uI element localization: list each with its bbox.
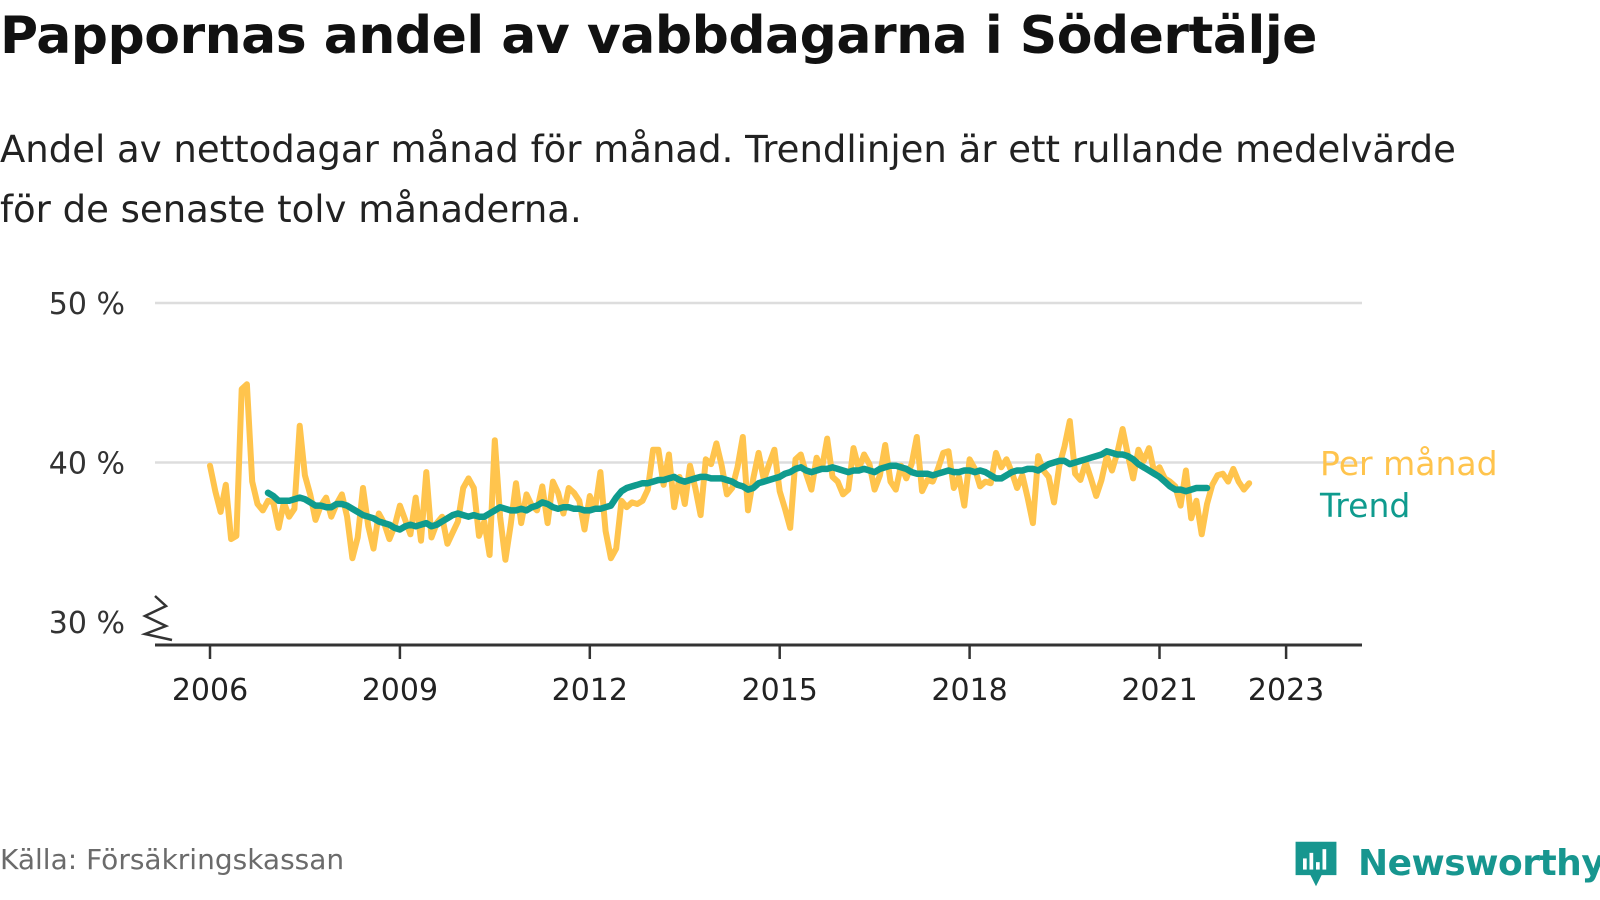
series-line-per-manad	[207, 381, 1253, 563]
x-tick-label: 2023	[1248, 673, 1324, 708]
legend-label: Per månad	[1320, 444, 1498, 483]
chart-subtitle: Andel av nettodagar månad för månad. Tre…	[0, 128, 1456, 231]
axis-break-icon	[140, 595, 173, 642]
y-tick-label: 50 %	[49, 287, 125, 322]
x-tick-label: 2012	[552, 673, 628, 708]
legend-label: Trend	[1319, 486, 1410, 525]
x-tick-label: 2009	[362, 673, 438, 708]
brand-name: Newsworthy	[1358, 843, 1600, 884]
series-lines	[207, 381, 1253, 563]
line-chart: 50 % 40 % 30 % 2006 2009 2012 2015 2018 2021 202…	[49, 287, 1498, 708]
chart-title: Pappornas andel av vabbdagarna i Södertä…	[0, 6, 1317, 66]
gridlines	[155, 301, 1362, 464]
y-tick-label: 40 %	[49, 447, 125, 482]
x-axis: 2006 2009 2012 2015 2018 2021 2023	[155, 643, 1362, 708]
source-note: Källa: Försäkringskassan	[0, 843, 345, 876]
x-tick-label: 2021	[1121, 673, 1197, 708]
newsworthy-logo-icon	[1295, 841, 1337, 887]
x-tick-label: 2018	[931, 673, 1007, 708]
y-axis: 50 % 40 % 30 %	[49, 287, 173, 642]
y-tick-label: 30 %	[49, 606, 125, 641]
x-tick-label: 2006	[172, 673, 248, 708]
x-tick-label: 2015	[742, 673, 818, 708]
series-line-trend	[264, 448, 1211, 533]
